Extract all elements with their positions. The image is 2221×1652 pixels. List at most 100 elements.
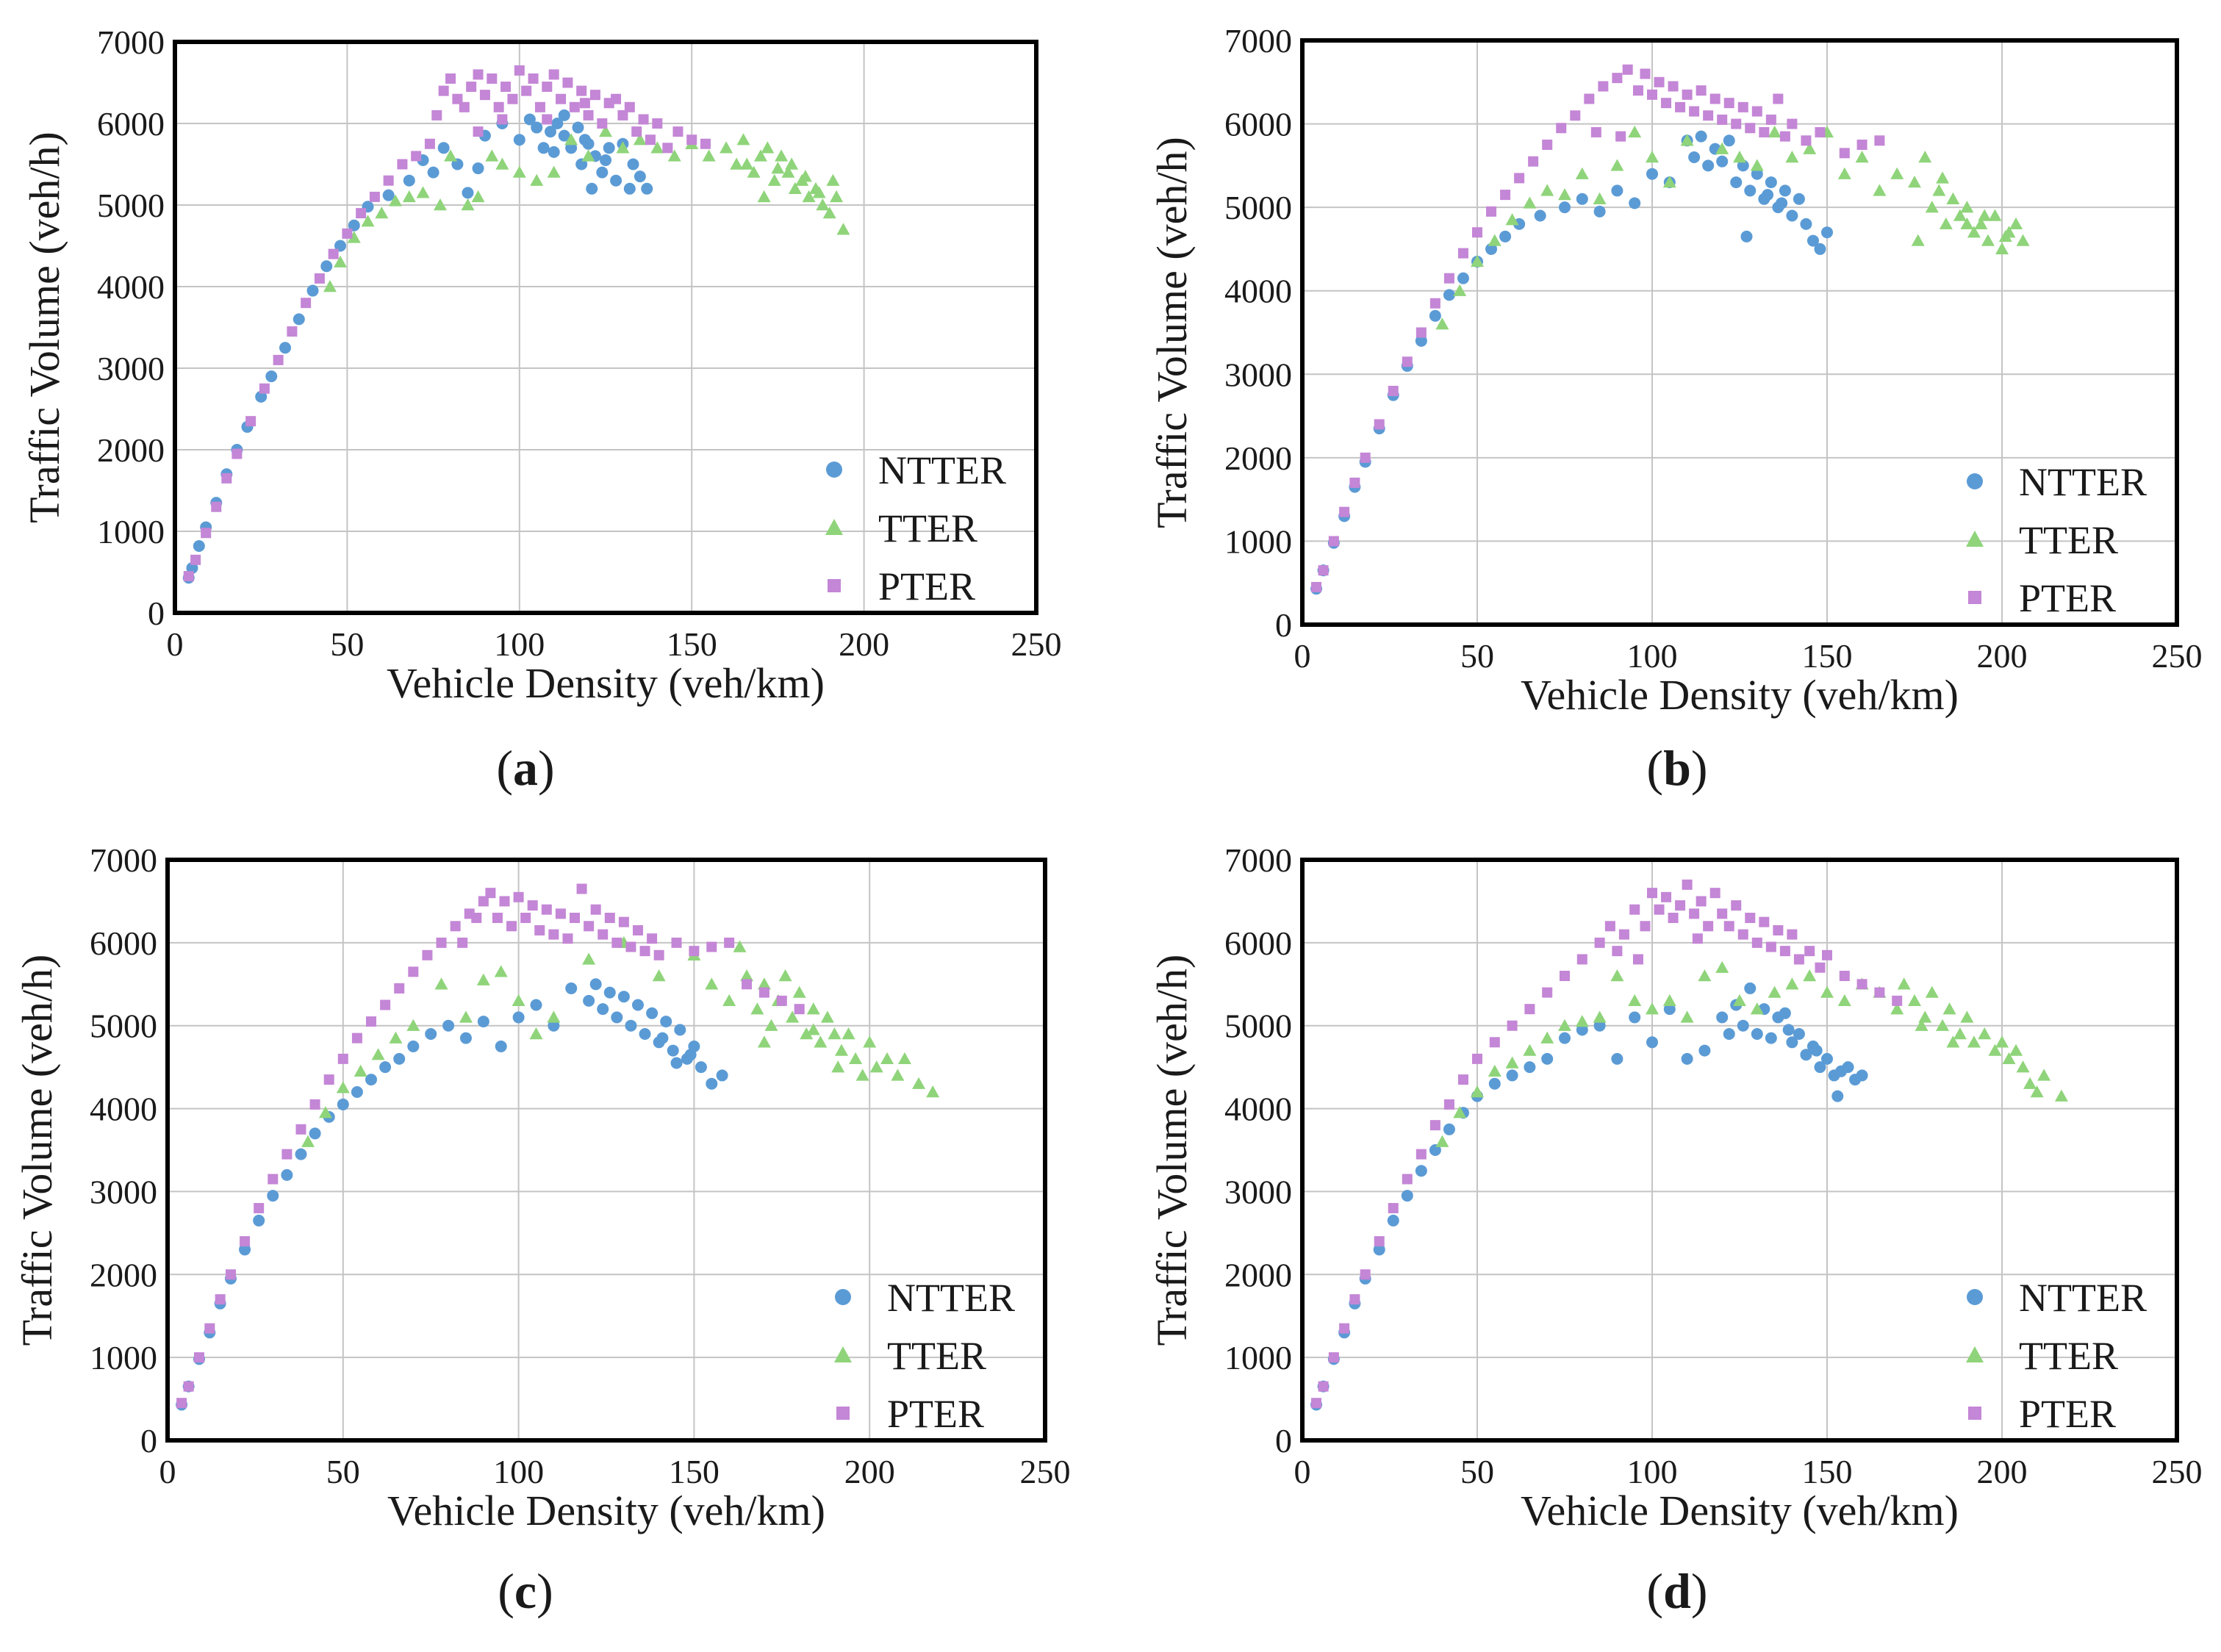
y-tick-label: 6000 [97, 105, 165, 143]
data-point [647, 933, 658, 944]
data-point [1612, 73, 1623, 84]
data-point [603, 986, 616, 999]
data-point [684, 1049, 697, 1061]
data-point [686, 134, 697, 146]
data-point [215, 1294, 226, 1305]
data-point [1688, 151, 1701, 163]
data-point [641, 182, 653, 195]
data-point [1661, 891, 1672, 902]
x-tick-label: 0 [1294, 1453, 1311, 1490]
data-point [816, 198, 830, 211]
legend-label-tter: TTER [878, 506, 977, 550]
data-point [1793, 954, 1804, 965]
data-point [849, 1052, 863, 1065]
data-point [1745, 913, 1756, 923]
data-point [1453, 284, 1467, 296]
data-point [1716, 1011, 1729, 1024]
data-point [1374, 419, 1385, 430]
data-point [547, 1010, 561, 1023]
data-point [431, 109, 442, 121]
data-point [632, 924, 643, 935]
legend-label-ntter: NTTER [2019, 1276, 2147, 1320]
data-point [1779, 1007, 1791, 1019]
data-point [1675, 101, 1686, 112]
data-point [1593, 1019, 1606, 1032]
data-point [1978, 209, 1992, 221]
data-point [564, 133, 578, 146]
data-point [1988, 209, 2002, 221]
data-point [1328, 1352, 1339, 1363]
data-point [1668, 913, 1679, 923]
data-point [281, 1149, 293, 1160]
x-tick-label: 200 [1977, 1453, 2028, 1490]
x-tick-label: 200 [844, 1453, 895, 1490]
data-point [500, 82, 512, 93]
data-point [1698, 969, 1712, 982]
data-point [1925, 201, 1939, 213]
data-point [1698, 1044, 1711, 1057]
data-point [1429, 298, 1440, 309]
data-point [1457, 272, 1469, 284]
data-point [764, 1019, 778, 1031]
data-point [1507, 1020, 1518, 1031]
data-point [2030, 1085, 2044, 1098]
data-point [371, 1048, 385, 1060]
data-point [1723, 98, 1734, 109]
data-point [1981, 234, 1995, 246]
data-point [1974, 217, 1988, 230]
data-point [802, 190, 816, 203]
data-point [1731, 118, 1742, 129]
data-point [437, 142, 450, 154]
data-point [1680, 134, 1694, 146]
data-point [812, 186, 826, 198]
data-point [239, 1243, 251, 1256]
data-point [1820, 985, 1834, 998]
data-point [1646, 1036, 1658, 1049]
data-point [1682, 879, 1693, 890]
data-point [1717, 114, 1728, 125]
data-point [776, 995, 787, 1006]
data-point [750, 1002, 764, 1015]
data-point [800, 1027, 814, 1040]
data-point [1311, 1398, 1322, 1409]
data-point [578, 134, 591, 146]
data-point [267, 1190, 279, 1202]
data-point [434, 977, 448, 990]
series-tter [1435, 125, 2030, 330]
data-point [1429, 1120, 1440, 1131]
x-tick-label: 100 [1627, 637, 1678, 675]
data-point [318, 1106, 332, 1118]
data-point [1967, 1035, 1981, 1048]
data-point [689, 946, 700, 957]
legend-marker-pter [1968, 591, 1981, 604]
data-point [1374, 1236, 1385, 1247]
data-point [1629, 904, 1640, 915]
legend-label-pter: PTER [2019, 576, 2116, 620]
data-point [855, 1069, 869, 1081]
data-point [193, 1352, 204, 1363]
data-point [1594, 937, 1605, 948]
data-point [1661, 98, 1672, 109]
x-axis-label: Vehicle Density (veh/km) [1521, 671, 1959, 719]
data-point [716, 1069, 728, 1082]
x-tick-label: 0 [167, 625, 184, 663]
data-point [1779, 131, 1790, 142]
data-point [1488, 1077, 1501, 1090]
data-point [1936, 1019, 1950, 1031]
data-point [193, 539, 205, 552]
y-tick-label: 7000 [1224, 841, 1292, 879]
data-point [393, 1052, 406, 1065]
data-point [301, 298, 312, 309]
data-point [459, 1010, 473, 1023]
data-point [830, 190, 844, 203]
data-point [1646, 151, 1659, 163]
data-point [1814, 1061, 1826, 1074]
data-point [1575, 167, 1589, 179]
data-point [558, 109, 570, 121]
legend-marker-pter [828, 579, 841, 592]
data-point [487, 73, 498, 84]
data-point [1995, 242, 2009, 255]
data-point [631, 999, 644, 1011]
data-point [1765, 114, 1776, 125]
y-tick-label: 4000 [1224, 1091, 1292, 1128]
